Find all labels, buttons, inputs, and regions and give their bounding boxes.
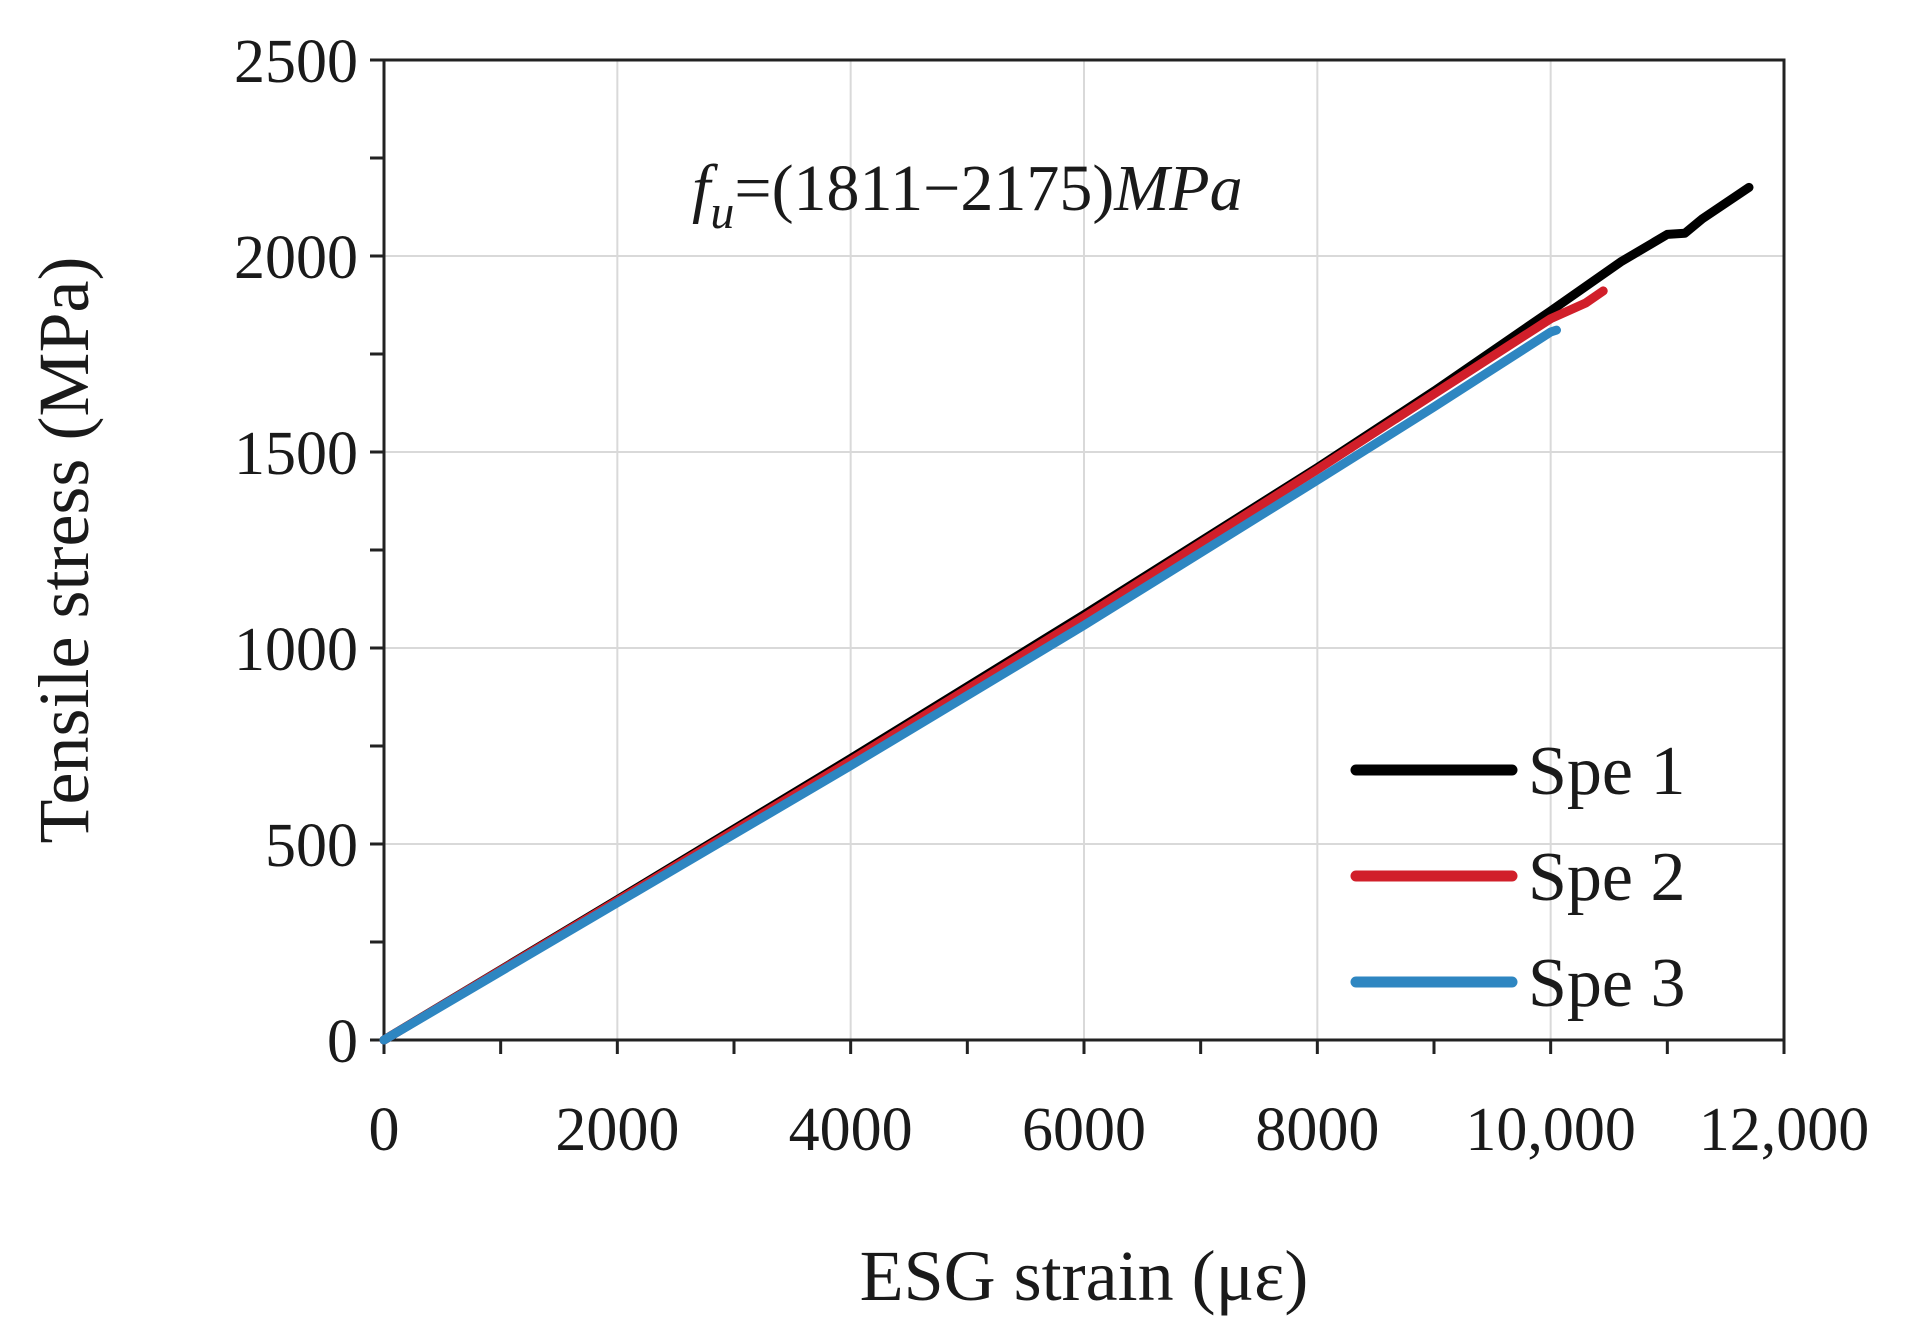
legend: Spe 1 Spe 2 Spe 3 [1350,733,1686,1022]
y-tick-label: 2000 [234,224,358,292]
grid-lines [384,60,1784,1040]
annotation-range: =(1811−2175) [734,152,1114,225]
y-tick-label: 1500 [234,420,358,488]
y-tick-label: 1000 [234,616,358,684]
x-axis-title: ESG strain (με) [860,1236,1309,1316]
annotation-unit: MPa [1113,152,1242,225]
y-tick-label: 0 [327,1008,358,1076]
x-tick-label: 12,000 [1699,1096,1870,1164]
y-axis-title: Tensile stress (MPa) [24,257,104,844]
x-tick-label: 8000 [1255,1096,1379,1164]
x-tick-label: 4000 [789,1096,913,1164]
axis-ticks: 0 2000 4000 6000 8000 10,000 12,000 0 500 1000 150… [234,28,1869,1164]
series-line-3 [379,325,1561,1045]
y-tick-label: 500 [265,812,358,880]
strength-annotation: fu=(1811−2175)MPa [692,152,1243,239]
legend-label-3: Spe 3 [1528,945,1686,1022]
x-tick-label: 2000 [555,1096,679,1164]
x-tick-label: 6000 [1022,1096,1146,1164]
x-tick-label: 10,000 [1465,1096,1636,1164]
legend-label-1: Spe 1 [1528,733,1686,810]
data-series [379,182,1754,1045]
x-tick-label: 0 [369,1096,400,1164]
annotation-subscript: u [710,186,734,239]
legend-label-2: Spe 2 [1528,839,1686,916]
y-tick-label: 2500 [234,28,358,96]
